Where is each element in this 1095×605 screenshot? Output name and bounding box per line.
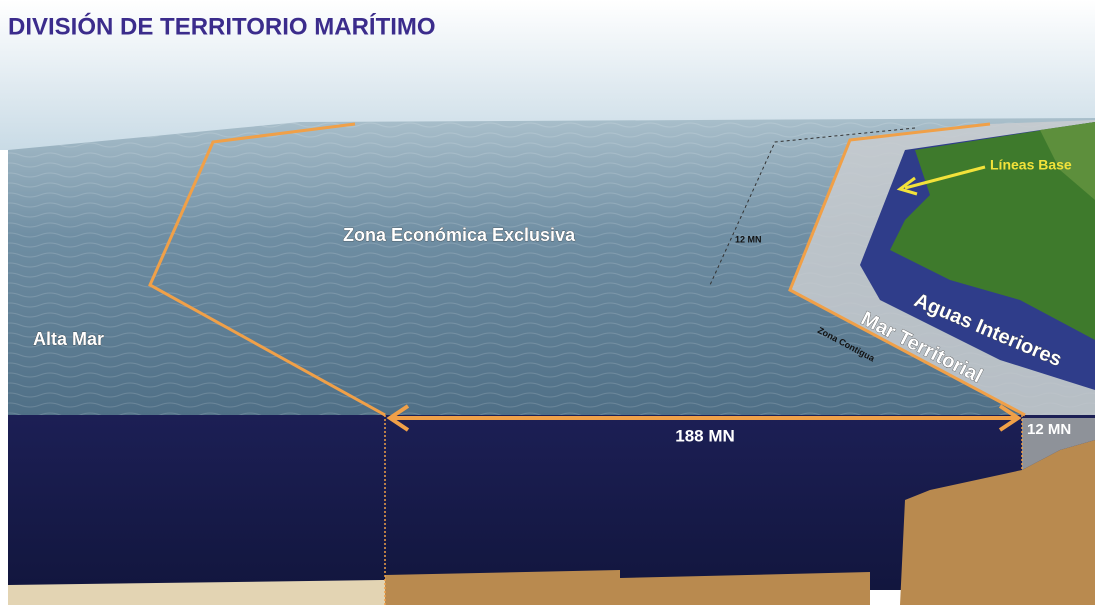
baseline-arrow: [896, 165, 986, 196]
zee-label: Zona Económica Exclusiva: [343, 225, 576, 245]
contigua-width-label: 12 MN: [735, 234, 762, 244]
title: DIVISIÓN DE TERRITORIO MARÍTIMO: [8, 12, 436, 40]
arrow-188: [386, 404, 1022, 432]
boundaries: [148, 122, 1026, 605]
lineas-base-label: Líneas Base: [990, 157, 1072, 173]
territorial-width-label: 12 MN: [1027, 421, 1071, 438]
zee-width-label: 188 MN: [675, 426, 735, 445]
alta-mar-label: Alta Mar: [33, 329, 104, 349]
